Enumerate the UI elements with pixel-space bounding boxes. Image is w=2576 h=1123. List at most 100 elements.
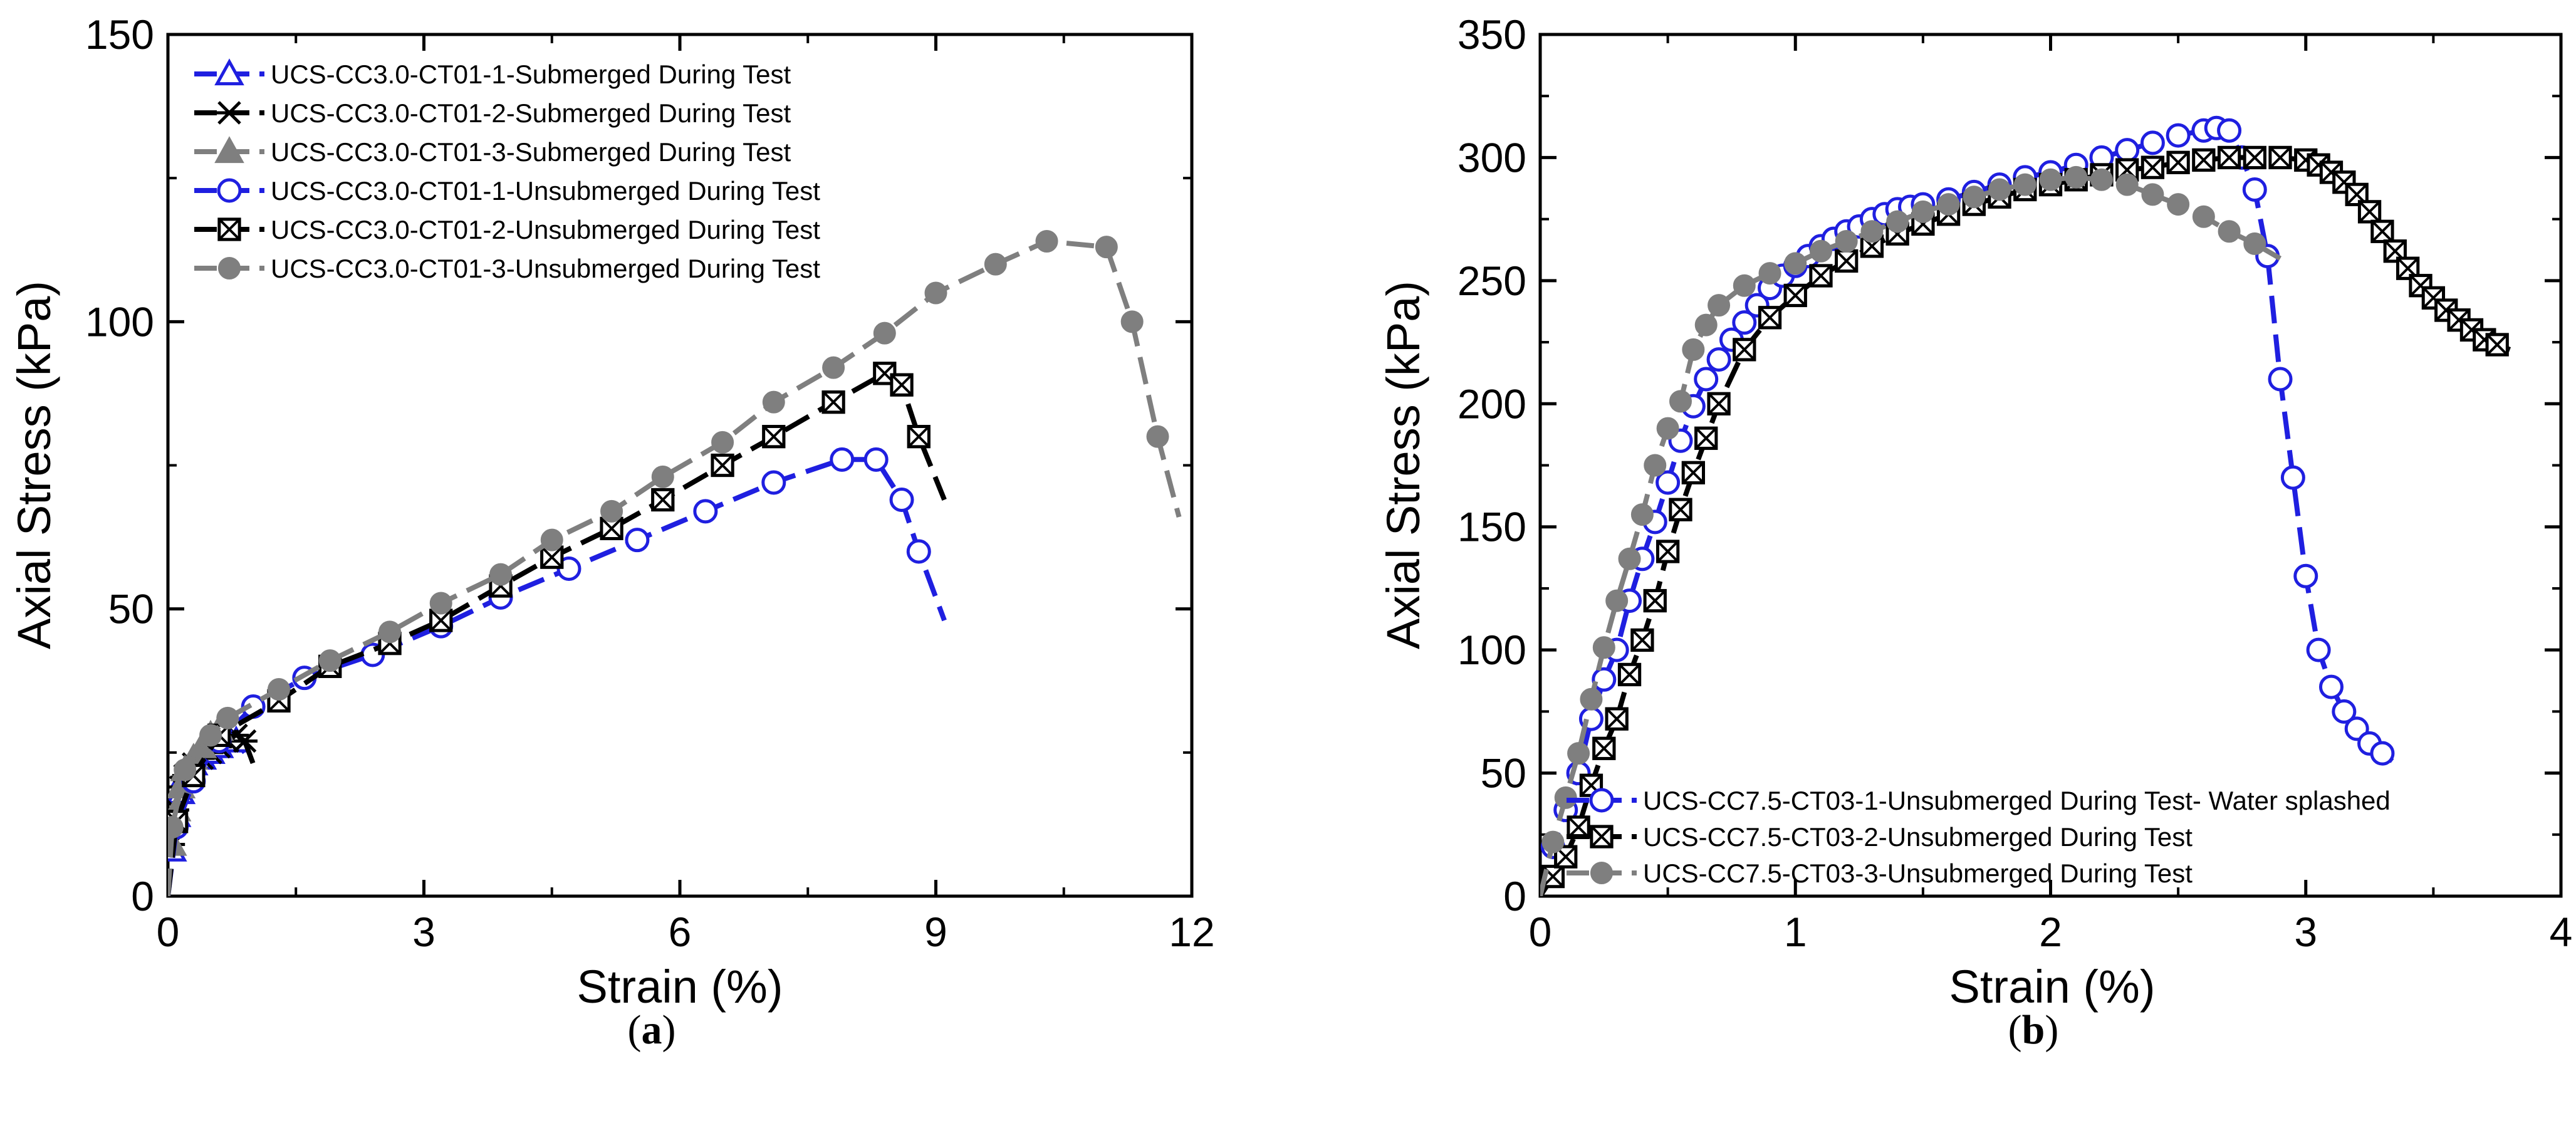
data-point bbox=[1886, 210, 1909, 233]
panel-caption: (b) bbox=[2008, 1007, 2059, 1053]
data-point bbox=[2396, 256, 2420, 280]
data-point bbox=[2293, 563, 2318, 588]
y-axis-label: Axial Stress (kPa) bbox=[8, 281, 60, 649]
x-tick-label: 0 bbox=[157, 909, 180, 955]
data-point bbox=[651, 465, 674, 488]
x-axis-label: Strain (%) bbox=[577, 961, 783, 1013]
marker-cross bbox=[2167, 151, 2189, 174]
data-point bbox=[1592, 667, 1617, 692]
data-point bbox=[2332, 699, 2357, 724]
plot-area bbox=[168, 230, 1182, 896]
marker-cross bbox=[1669, 498, 1692, 521]
marker-cross bbox=[1682, 461, 1704, 484]
data-point bbox=[1605, 707, 1629, 731]
data-point bbox=[1656, 470, 1681, 495]
y-tick-label: 150 bbox=[85, 11, 154, 58]
y-tick-label: 50 bbox=[1481, 750, 1526, 797]
x-tick-label: 1 bbox=[1784, 909, 1807, 955]
marker-cross bbox=[1758, 306, 1781, 329]
data-point bbox=[174, 758, 197, 781]
legend-marker bbox=[218, 257, 241, 279]
marker-cross bbox=[822, 391, 845, 414]
data-point bbox=[863, 447, 889, 472]
data-point bbox=[1643, 588, 1667, 613]
data-point bbox=[1706, 347, 1731, 372]
data-point bbox=[822, 356, 845, 379]
data-point bbox=[984, 253, 1007, 276]
data-point bbox=[2166, 123, 2191, 148]
data-point bbox=[1035, 230, 1058, 253]
y-tick-label: 0 bbox=[131, 873, 154, 919]
data-point bbox=[890, 373, 914, 397]
data-point bbox=[1694, 367, 1719, 392]
legend-label: UCS-CC3.0-CT01-3-Unsubmerged During Test bbox=[271, 254, 820, 283]
marker-cross bbox=[2218, 146, 2241, 169]
panel-caption: (a) bbox=[628, 1007, 676, 1053]
y-tick-label: 300 bbox=[1457, 134, 1526, 180]
data-point bbox=[489, 563, 513, 586]
data-point bbox=[873, 321, 896, 345]
legend-label: UCS-CC3.0-CT01-3-Submerged During Test bbox=[271, 137, 791, 167]
data-point bbox=[711, 453, 734, 478]
data-point bbox=[2218, 220, 2241, 243]
data-point bbox=[2370, 219, 2394, 243]
data-point bbox=[1681, 461, 1705, 484]
data-point bbox=[2485, 333, 2509, 357]
data-point bbox=[2115, 173, 2139, 196]
data-point bbox=[2065, 165, 2088, 189]
data-point bbox=[199, 724, 222, 747]
data-point bbox=[889, 488, 914, 512]
x-tick-label: 12 bbox=[1169, 909, 1214, 955]
series-line bbox=[168, 239, 1182, 896]
data-point bbox=[1988, 178, 2011, 201]
marker-cross bbox=[1835, 249, 1858, 272]
data-point bbox=[268, 678, 291, 701]
data-point bbox=[1809, 264, 1833, 288]
marker-cross bbox=[1605, 708, 1628, 730]
marker-cross bbox=[1708, 392, 1730, 415]
marker-cross bbox=[1631, 629, 1654, 651]
data-point bbox=[2357, 200, 2382, 224]
data-point bbox=[1733, 274, 1756, 297]
data-point bbox=[540, 528, 563, 551]
data-point bbox=[1644, 454, 1667, 477]
series-6 bbox=[168, 230, 1182, 896]
data-point bbox=[1733, 338, 1756, 362]
data-point bbox=[1617, 662, 1642, 687]
data-point bbox=[1605, 589, 1629, 612]
legend-marker bbox=[216, 101, 242, 125]
marker-cross bbox=[1593, 737, 1615, 760]
data-point bbox=[2280, 465, 2305, 490]
series-4 bbox=[168, 447, 947, 896]
data-point bbox=[2242, 177, 2267, 202]
data-point bbox=[1694, 313, 1718, 337]
marker-cross bbox=[600, 517, 623, 540]
data-point bbox=[1120, 310, 1144, 333]
marker-cross bbox=[541, 546, 563, 568]
data-point bbox=[711, 431, 734, 454]
data-point bbox=[2140, 130, 2165, 155]
data-point bbox=[2192, 205, 2215, 228]
marker-cross bbox=[1590, 825, 1613, 848]
data-point bbox=[1554, 786, 1577, 809]
legend-item-3: UCS-CC7.5-CT03-3-Unsubmerged During Test bbox=[1567, 859, 2193, 888]
data-point bbox=[1937, 193, 1960, 216]
data-point bbox=[1835, 230, 1858, 253]
legend-marker bbox=[217, 217, 241, 241]
marker-cross bbox=[1618, 663, 1641, 686]
marker-cross bbox=[430, 609, 452, 632]
data-point bbox=[1758, 306, 1782, 330]
data-point bbox=[2167, 193, 2190, 216]
data-point bbox=[1911, 212, 1935, 236]
marker-cross bbox=[890, 373, 913, 396]
data-point bbox=[2141, 183, 2164, 206]
x-tick-label: 9 bbox=[924, 909, 947, 955]
data-point bbox=[2307, 153, 2330, 177]
legend: UCS-CC7.5-CT03-1-Unsubmerged During Test… bbox=[1567, 786, 2391, 888]
data-point bbox=[1963, 185, 1986, 209]
x-tick-label: 2 bbox=[2039, 909, 2062, 955]
data-point bbox=[924, 281, 947, 305]
data-point bbox=[168, 816, 184, 838]
data-point bbox=[2141, 155, 2165, 179]
